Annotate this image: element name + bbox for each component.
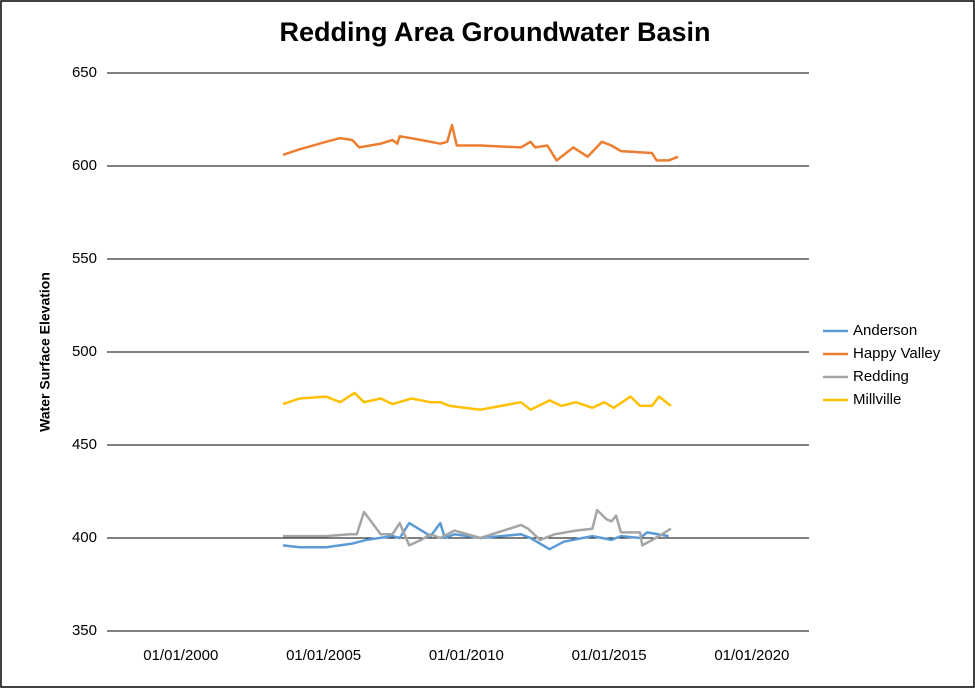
y-tick-label: 400	[72, 529, 97, 546]
series-line	[282, 391, 672, 411]
y-tick-label: 650	[72, 64, 97, 81]
series-line	[282, 123, 679, 162]
y-tick-label: 500	[72, 343, 97, 360]
legend-label: Millville	[853, 391, 901, 408]
y-axis-label: Water Surface Elevation	[37, 272, 53, 432]
y-tick-label: 600	[72, 157, 97, 174]
y-tick-label: 350	[72, 622, 97, 639]
x-tick-label: 01/01/2000	[143, 647, 218, 664]
x-tick-label: 01/01/2015	[572, 647, 647, 664]
series-line	[283, 508, 672, 547]
y-tick-label: 450	[72, 436, 97, 453]
x-tick-label: 01/01/2020	[714, 647, 789, 664]
legend-label: Anderson	[853, 322, 917, 339]
series-line	[282, 521, 669, 551]
x-tick-label: 01/01/2010	[429, 647, 504, 664]
legend-label: Redding	[853, 368, 909, 385]
y-tick-label: 550	[72, 250, 97, 267]
chart-title: Redding Area Groundwater Basin	[279, 17, 710, 47]
x-tick-label: 01/01/2005	[286, 647, 361, 664]
legend-label: Happy Valley	[853, 345, 941, 362]
